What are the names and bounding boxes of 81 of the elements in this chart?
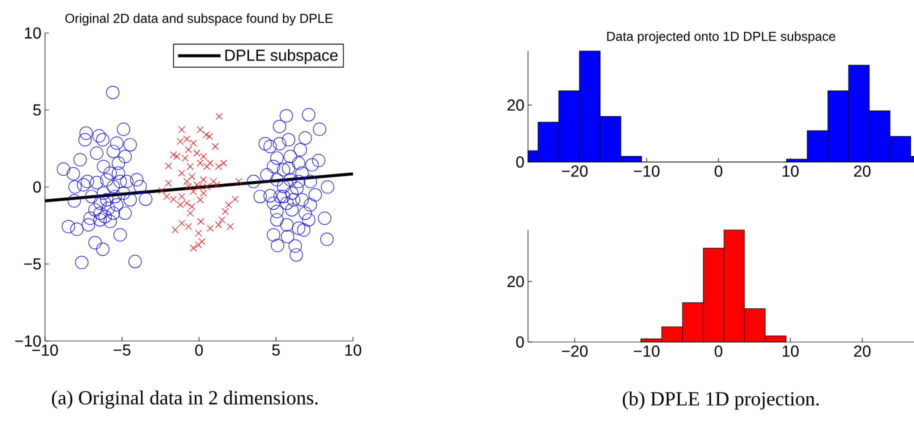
point [170,196,177,203]
point [225,201,232,208]
point [178,220,186,227]
point [202,131,210,138]
y-tick-label: 10 [24,27,41,39]
point [220,160,228,167]
point [190,244,197,252]
point [232,196,239,203]
y-tick-label: −5 [24,258,41,270]
chart-title: Data projected onto 1D DPLE subspace [607,31,836,44]
point [206,224,214,232]
point [200,190,207,197]
y-tick-label: −10 [15,335,41,347]
point [196,196,204,204]
point [200,176,207,184]
point [185,146,192,154]
x-tick-label: −10 [634,166,660,177]
point [212,143,219,150]
x-tick-label: −20 [562,346,588,357]
point [178,193,186,200]
x-tick-label: 20 [854,346,870,357]
point [182,154,189,162]
point [222,208,229,215]
point [197,218,204,225]
x-tick-label: −20 [562,166,588,177]
x-tick-label: 10 [782,166,799,177]
point [216,113,223,120]
point [170,151,177,158]
legend-label: DPLE subspace [225,49,338,64]
point [185,223,192,230]
y-tick-label: 5 [33,104,41,116]
text: (b) DPLE 1D projection. [622,392,819,410]
point [218,216,226,224]
point [165,180,172,187]
x-tick-label: 10 [345,344,362,356]
x-tick-label: 0 [714,166,722,177]
point [186,210,194,217]
point [198,238,206,245]
point [215,163,222,170]
point [193,150,200,157]
point [190,188,197,195]
point [215,221,222,228]
point [163,193,170,200]
point [235,178,242,185]
chart-title: Original 2D data and subspace found by DPLE [65,13,333,26]
point [203,163,210,170]
y-tick-label: 0 [516,156,524,168]
x-tick-label: 10 [782,346,799,357]
y-tick-label: 0 [516,336,524,348]
x-tick-label: 5 [272,344,280,356]
point [210,178,217,185]
point [158,187,166,194]
y-tick-label: 0 [33,181,41,193]
point [196,160,204,167]
y-tick-label: 20 [508,99,524,111]
point [183,178,190,185]
point [206,160,214,167]
x-tick-label: 0 [195,344,203,356]
point [188,173,196,180]
point [172,226,179,234]
text: (a) Original data in 2 dimensions. [52,390,318,409]
point [165,162,172,170]
point [200,153,207,160]
y-tick-label: 20 [508,276,524,288]
x-tick-label: 20 [854,166,870,177]
x-tick-label: −5 [114,344,130,356]
point [196,126,204,134]
point [178,126,186,134]
point [173,153,180,160]
point [186,163,194,170]
point [213,181,220,188]
point [188,203,196,210]
x-tick-label: −10 [634,346,660,357]
point [226,223,234,230]
x-tick-label: 0 [714,346,722,357]
point [195,241,202,248]
point [185,183,192,190]
point [178,170,186,177]
point [195,230,202,237]
point [190,140,197,147]
point [206,133,213,140]
